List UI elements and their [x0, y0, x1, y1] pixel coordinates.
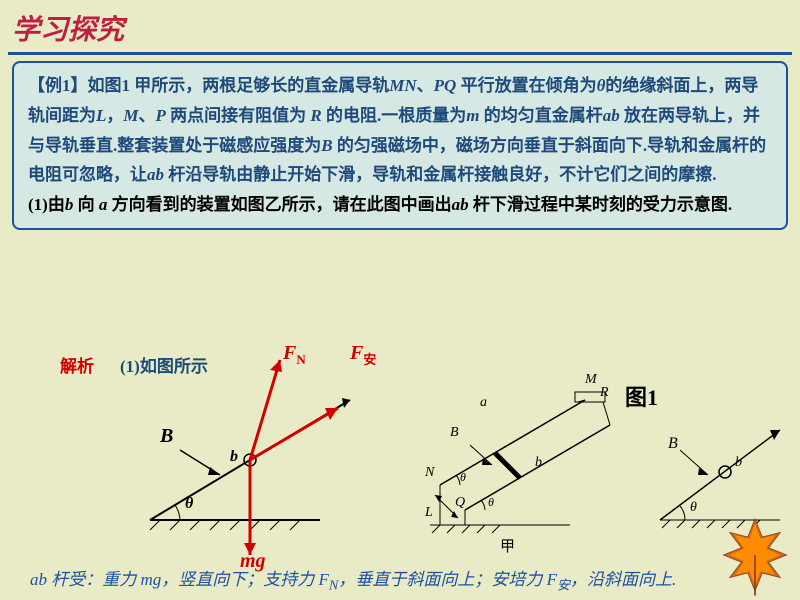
- var-L: L: [96, 106, 106, 125]
- problem-text: 两点间接有阻值为: [166, 106, 311, 125]
- diagram-area: FN F安 mg B b θ 图1 a b B M: [0, 340, 800, 600]
- problem-text: ，: [106, 106, 123, 125]
- section-title: 学习探究: [0, 0, 800, 52]
- title-underline: [8, 52, 792, 55]
- var-M: M: [123, 106, 138, 125]
- label-b: b: [230, 448, 238, 466]
- label-b3: b: [735, 455, 742, 471]
- problem-text: 的均匀直金属杆: [479, 106, 602, 125]
- var-R: R: [310, 106, 321, 125]
- var-ab: ab: [452, 195, 469, 214]
- problem-box: 【例1】如图1 甲所示，两根足够长的直金属导轨MN、PQ 平行放置在倾角为θ的绝…: [12, 61, 788, 230]
- var-MN: MN: [389, 76, 416, 95]
- sep: 、: [139, 106, 156, 125]
- label-B: B: [160, 425, 173, 448]
- force-diagram: [120, 340, 380, 570]
- example-label: 【例1】: [28, 76, 88, 95]
- subq-text: 向: [73, 195, 99, 214]
- sub-question: (1)由b 向 a 方向看到的装置如图乙所示，请在此图中画出ab 杆下滑过程中某…: [28, 190, 772, 220]
- leaf-icon: [710, 510, 800, 600]
- label-FN: FN: [283, 342, 306, 368]
- label-L: L: [425, 505, 433, 521]
- jia-label: 甲: [500, 535, 515, 556]
- label-theta4: θ: [690, 500, 697, 516]
- label-Q2: Q: [455, 495, 465, 511]
- bottom-explanation: ab 杆受：重力 mg，竖直向下；支持力 FN，垂直于斜面向上；安培力 F安，沿…: [30, 565, 676, 594]
- problem-text: 如图1 甲所示，两根足够长的直金属导轨: [88, 76, 390, 95]
- label-theta3: θ: [488, 495, 494, 510]
- label-b: b: [535, 455, 542, 471]
- label-Fan: F安: [350, 342, 376, 368]
- figure-jia: [420, 370, 620, 550]
- var-m: m: [466, 106, 479, 125]
- label-B3: B: [668, 435, 678, 453]
- label-N2: N: [425, 465, 434, 481]
- subq-text: 杆下滑过程中某时刻的受力示意图.: [469, 195, 733, 214]
- var-B: B: [321, 136, 332, 155]
- subq-text: 由: [48, 195, 65, 214]
- problem-text: 的电阻.一根质量为: [322, 106, 467, 125]
- label-R2: R: [600, 385, 609, 401]
- var-ab: ab: [603, 106, 620, 125]
- var-ab: ab: [147, 165, 164, 184]
- label-a: a: [480, 395, 487, 411]
- problem-text: 杆沿导轨由静止开始下滑，导轨和金属杆接触良好，不计它们之间的摩擦.: [164, 165, 717, 184]
- problem-text: 平行放置在倾角为: [456, 76, 596, 95]
- subq-text: 方向看到的装置如图乙所示，请在此图中画出: [107, 195, 451, 214]
- label-theta2: θ: [460, 470, 466, 485]
- label-theta: θ: [185, 495, 193, 513]
- var-PQ: PQ: [434, 76, 457, 95]
- sep: 、: [417, 76, 434, 95]
- subq-num: (1): [28, 195, 48, 214]
- label-M2: M: [585, 372, 597, 388]
- label-B2: B: [450, 425, 459, 441]
- var-P: P: [156, 106, 166, 125]
